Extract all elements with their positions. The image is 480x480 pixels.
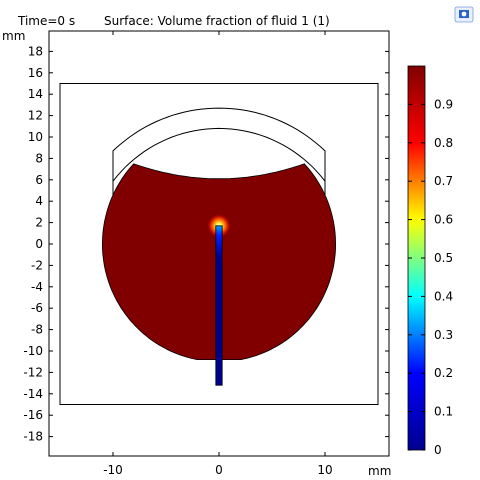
- y-tick-label: 4: [35, 194, 43, 208]
- colorbar-tick-label: 0.1: [434, 405, 453, 419]
- camera-icon[interactable]: [454, 6, 474, 23]
- y-tick-label: -18: [23, 430, 43, 444]
- colorbar-ticks: 0 0.1 0.2 0.3 0.4 0.5 0.6 0.7 0.8 0.9: [408, 97, 453, 457]
- lens-boundary: [112, 107, 326, 198]
- y-tick-label: -10: [23, 344, 43, 358]
- colorbar-tick-label: 0: [434, 443, 442, 457]
- plot-title: Surface: Volume fraction of fluid 1 (1): [104, 14, 330, 28]
- y-tick-label: -8: [31, 323, 43, 337]
- y-tick-label: 2: [35, 216, 43, 230]
- colorbar-tick-label: 0.2: [434, 366, 453, 380]
- y-tick-label: 6: [35, 173, 43, 187]
- y-tick-label: 14: [28, 87, 43, 101]
- colorbar-tick-label: 0.6: [434, 213, 453, 227]
- y-tick-label: -4: [31, 280, 43, 294]
- y-tick-label: 10: [28, 130, 43, 144]
- needle-region: [215, 225, 223, 386]
- colorbar-tick-label: 0.7: [434, 174, 453, 188]
- colorbar-tick-label: 0.3: [434, 328, 453, 342]
- y-tick-label: -6: [31, 301, 43, 315]
- x-tick-label: -10: [103, 463, 123, 477]
- colorbar-tick-label: 0.5: [434, 251, 453, 265]
- colorbar-tick-label: 0.9: [434, 97, 453, 111]
- geometry-layer: [59, 83, 379, 405]
- y-axis-unit: mm: [2, 29, 25, 43]
- y-tick-label: -14: [23, 387, 43, 401]
- colorbar-tick-label: 0.8: [434, 136, 453, 150]
- x-tick-label: 0: [215, 463, 223, 477]
- y-tick-label: 12: [28, 109, 43, 123]
- colorbar-tick-label: 0.4: [434, 289, 453, 303]
- y-tick-label: 8: [35, 151, 43, 165]
- axis-ticks: 18 16 14 12 10 8 6 4 2 0 -2 -4 -6 -8 -10 -12 -14 -16 -18 -1…: [23, 31, 389, 477]
- y-tick-label: 18: [28, 44, 43, 58]
- y-tick-label: 16: [28, 66, 43, 80]
- x-axis-unit: mm: [368, 464, 391, 478]
- y-tick-label: -12: [23, 365, 43, 379]
- x-tick-label: 10: [317, 463, 332, 477]
- y-tick-label: -16: [23, 408, 43, 422]
- time-label: Time=0 s: [17, 14, 75, 28]
- y-tick-label: -2: [31, 258, 43, 272]
- y-tick-label: 0: [35, 237, 43, 251]
